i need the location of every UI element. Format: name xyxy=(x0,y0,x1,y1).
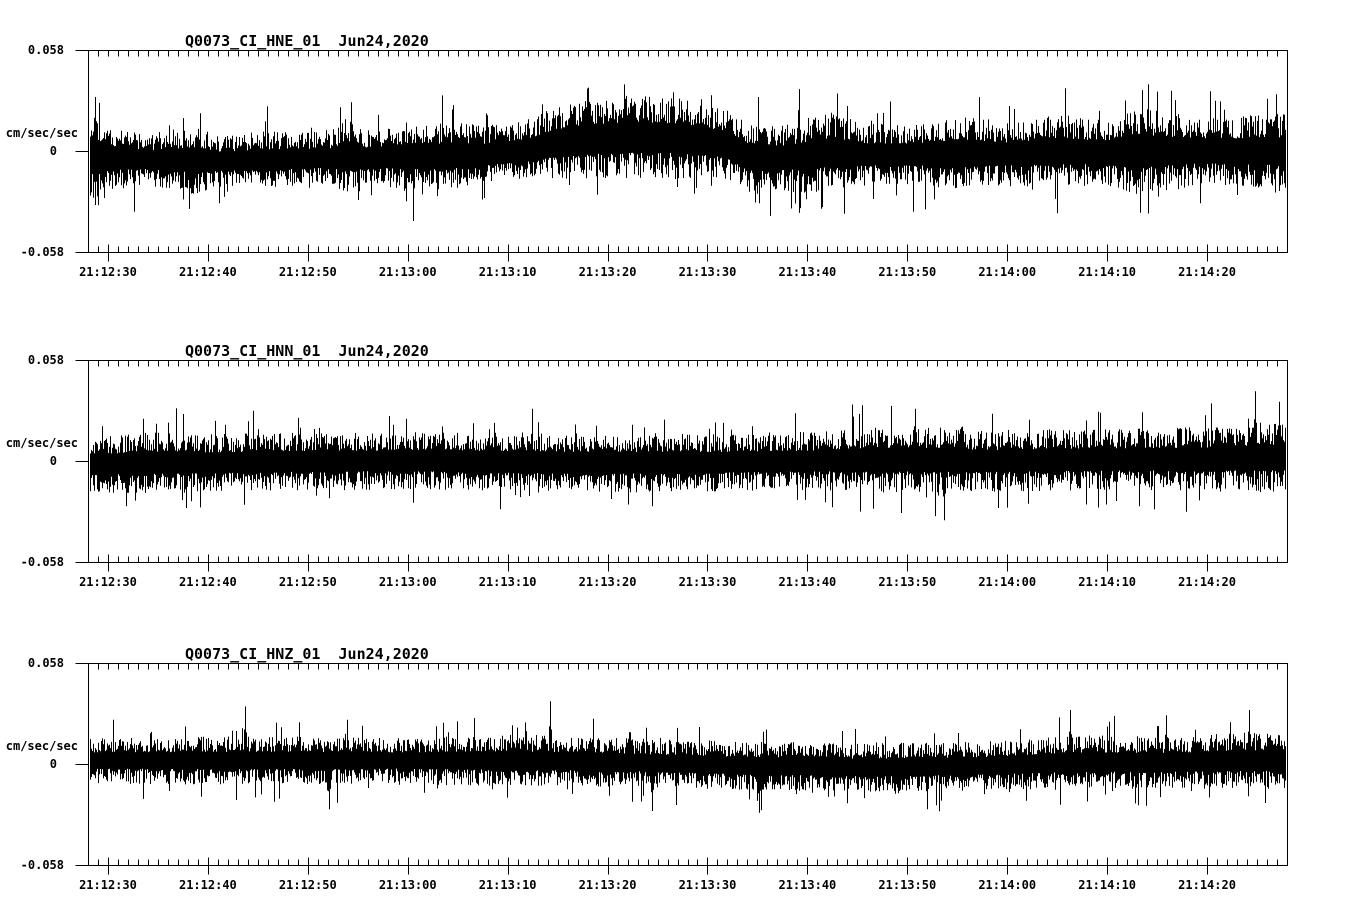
x-tick-label: 21:13:20 xyxy=(578,575,637,589)
x-tick-label: 21:13:40 xyxy=(778,575,837,589)
x-tick-label: 21:13:00 xyxy=(378,878,437,892)
y-tick-label-zero: 0 xyxy=(49,757,57,771)
x-tick-label: 21:13:20 xyxy=(578,265,637,279)
x-tick-label: 21:14:10 xyxy=(1078,265,1137,279)
x-tick-label: 21:13:40 xyxy=(778,265,837,279)
x-tick-label: 21:12:30 xyxy=(79,265,137,279)
x-tick-label: 21:14:20 xyxy=(1178,878,1236,892)
y-tick-label-min: -0.058 xyxy=(20,858,64,872)
axis-ticks xyxy=(75,50,1278,262)
x-tick-label: 21:14:20 xyxy=(1178,575,1236,589)
y-axis-unit-label: cm/sec/sec xyxy=(5,436,78,450)
x-tick-label: 21:13:40 xyxy=(778,878,837,892)
waveform-trace-1 xyxy=(90,391,1286,521)
x-tick-label: 21:13:50 xyxy=(878,878,937,892)
y-tick-label-max: 0.058 xyxy=(27,43,64,57)
x-tick-label: 21:12:50 xyxy=(278,575,337,589)
x-tick-label: 21:13:30 xyxy=(678,265,737,279)
x-tick-label: 21:14:00 xyxy=(978,575,1037,589)
axis-ticks xyxy=(75,663,1278,875)
y-tick-label-min: -0.058 xyxy=(20,245,64,259)
x-tick-label: 21:13:30 xyxy=(678,878,737,892)
plot-frame-1 xyxy=(75,360,1288,572)
x-tick-label: 21:14:00 xyxy=(978,265,1037,279)
x-tick-label: 21:13:00 xyxy=(378,265,437,279)
x-tick-label: 21:13:00 xyxy=(378,575,437,589)
x-tick-label: 21:13:50 xyxy=(878,575,937,589)
plot-frame-0 xyxy=(75,50,1288,262)
x-tick-label: 21:13:10 xyxy=(478,575,537,589)
x-tick-label: 21:12:50 xyxy=(278,878,337,892)
x-tick-label: 21:14:20 xyxy=(1178,265,1236,279)
waveform-trace-0 xyxy=(90,84,1286,221)
y-tick-label-zero: 0 xyxy=(49,144,57,158)
x-tick-label: 21:13:30 xyxy=(678,575,737,589)
plot-title: Q0073_CI_HNE_01 Jun24,2020 xyxy=(185,32,429,50)
x-tick-label: 21:13:50 xyxy=(878,265,937,279)
plot-title: Q0073_CI_HNZ_01 Jun24,2020 xyxy=(185,645,429,663)
y-axis-unit-label: cm/sec/sec xyxy=(5,126,78,140)
y-tick-label-zero: 0 xyxy=(49,454,57,468)
x-tick-label: 21:13:10 xyxy=(478,878,537,892)
x-tick-label: 21:12:50 xyxy=(278,265,337,279)
waveform-trace-2 xyxy=(90,701,1286,813)
x-tick-label: 21:12:40 xyxy=(178,878,237,892)
y-tick-label-min: -0.058 xyxy=(20,555,64,569)
y-axis-unit-label: cm/sec/sec xyxy=(5,739,78,753)
plot-frame-2 xyxy=(75,663,1288,875)
x-tick-label: 21:13:10 xyxy=(478,265,537,279)
axis-ticks xyxy=(75,360,1278,572)
x-tick-label: 21:12:40 xyxy=(178,265,237,279)
x-tick-label: 21:14:10 xyxy=(1078,878,1137,892)
x-tick-label: 21:12:40 xyxy=(178,575,237,589)
y-tick-label-max: 0.058 xyxy=(27,656,64,670)
plot-title: Q0073_CI_HNN_01 Jun24,2020 xyxy=(185,342,429,360)
x-tick-label: 21:14:10 xyxy=(1078,575,1137,589)
x-tick-label: 21:12:30 xyxy=(79,878,137,892)
y-tick-label-max: 0.058 xyxy=(27,353,64,367)
x-tick-label: 21:14:00 xyxy=(978,878,1037,892)
x-tick-label: 21:12:30 xyxy=(79,575,137,589)
x-tick-label: 21:13:20 xyxy=(578,878,637,892)
